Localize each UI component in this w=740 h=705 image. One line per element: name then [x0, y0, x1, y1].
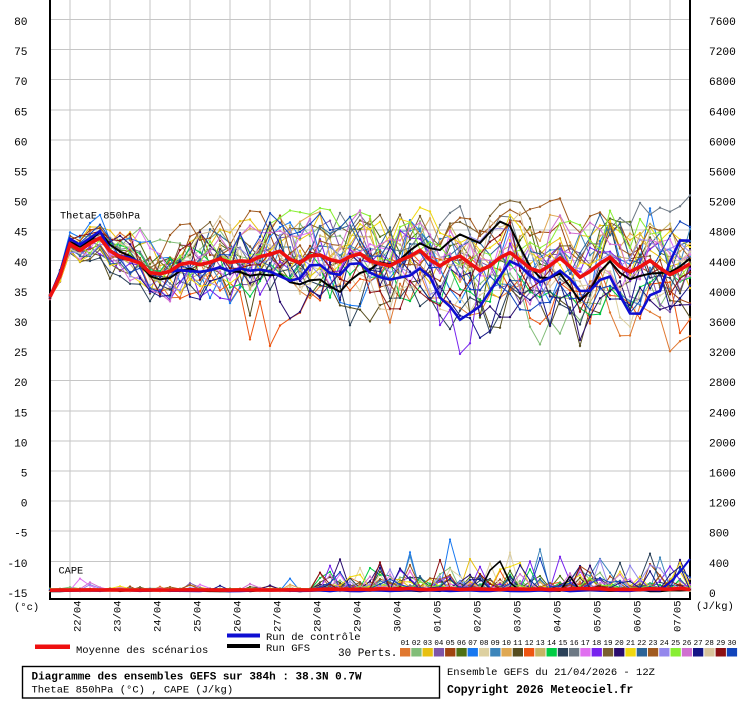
- svg-text:08: 08: [479, 640, 488, 648]
- svg-text:65: 65: [14, 107, 27, 119]
- svg-text:50: 50: [14, 198, 28, 210]
- svg-text:23/04: 23/04: [113, 600, 125, 632]
- svg-text:-5: -5: [14, 529, 27, 541]
- svg-text:28/04: 28/04: [313, 600, 325, 632]
- svg-text:07/05: 07/05: [673, 600, 685, 632]
- svg-text:4800: 4800: [709, 228, 736, 240]
- svg-text:1600: 1600: [709, 469, 736, 481]
- svg-text:25: 25: [14, 348, 27, 360]
- svg-text:400: 400: [709, 559, 729, 571]
- svg-text:75: 75: [14, 47, 27, 59]
- svg-text:02: 02: [412, 640, 421, 648]
- svg-text:25/04: 25/04: [193, 600, 205, 632]
- svg-text:Copyright 2026 Meteociel.fr: Copyright 2026 Meteociel.fr: [447, 684, 633, 697]
- svg-text:07: 07: [468, 640, 477, 648]
- svg-text:06/05: 06/05: [633, 600, 645, 632]
- svg-text:30 Perts.: 30 Perts.: [338, 648, 397, 660]
- svg-text:04: 04: [434, 640, 444, 648]
- svg-text:0: 0: [709, 589, 716, 601]
- svg-text:4000: 4000: [709, 288, 736, 300]
- svg-text:7600: 7600: [709, 17, 736, 29]
- svg-text:02/05: 02/05: [473, 600, 485, 632]
- svg-text:27/04: 27/04: [273, 600, 285, 632]
- svg-text:27: 27: [694, 640, 703, 648]
- svg-text:Moyenne des scénarios: Moyenne des scénarios: [76, 645, 208, 657]
- svg-text:25: 25: [671, 640, 681, 648]
- svg-text:1200: 1200: [709, 499, 736, 511]
- svg-text:17: 17: [581, 640, 590, 648]
- svg-text:5: 5: [21, 469, 28, 481]
- svg-text:45: 45: [14, 228, 27, 240]
- svg-text:6800: 6800: [709, 77, 736, 89]
- svg-text:800: 800: [709, 529, 729, 541]
- svg-text:28: 28: [705, 640, 714, 648]
- svg-text:13: 13: [536, 640, 546, 648]
- svg-text:10: 10: [502, 640, 512, 648]
- svg-text:05/05: 05/05: [593, 600, 605, 632]
- svg-text:4400: 4400: [709, 258, 736, 270]
- svg-text:0: 0: [21, 499, 28, 511]
- svg-text:-15: -15: [7, 589, 27, 601]
- svg-text:20: 20: [615, 640, 625, 648]
- svg-text:18: 18: [592, 640, 601, 648]
- svg-text:70: 70: [14, 77, 28, 89]
- svg-text:6400: 6400: [709, 107, 736, 119]
- svg-text:10: 10: [14, 438, 28, 450]
- svg-text:24/04: 24/04: [153, 600, 165, 632]
- svg-text:40: 40: [14, 258, 28, 270]
- svg-text:26: 26: [682, 640, 692, 648]
- svg-text:7200: 7200: [709, 47, 736, 59]
- svg-text:Run de contrôle: Run de contrôle: [266, 632, 361, 644]
- svg-text:3200: 3200: [709, 348, 736, 360]
- svg-text:26/04: 26/04: [233, 600, 245, 632]
- svg-text:CAPE: CAPE: [59, 566, 84, 578]
- svg-text:23: 23: [648, 640, 658, 648]
- svg-text:2400: 2400: [709, 408, 736, 420]
- svg-text:3600: 3600: [709, 318, 736, 330]
- svg-text:5600: 5600: [709, 168, 736, 180]
- svg-text:30/04: 30/04: [393, 600, 405, 632]
- svg-text:11: 11: [513, 640, 523, 648]
- svg-text:21: 21: [626, 640, 636, 648]
- svg-text:30: 30: [727, 640, 737, 648]
- svg-text:(J/kg): (J/kg): [696, 601, 734, 613]
- svg-text:20: 20: [14, 378, 28, 390]
- svg-text:06: 06: [457, 640, 467, 648]
- svg-text:80: 80: [14, 17, 28, 29]
- svg-text:22/04: 22/04: [73, 600, 85, 632]
- svg-text:01: 01: [401, 640, 411, 648]
- svg-text:01/05: 01/05: [433, 600, 445, 632]
- svg-text:2800: 2800: [709, 378, 736, 390]
- svg-text:29: 29: [716, 640, 725, 648]
- svg-text:ThetaE 850hPa (°C) , CAPE (J/k: ThetaE 850hPa (°C) , CAPE (J/kg): [32, 685, 234, 697]
- svg-text:2000: 2000: [709, 438, 736, 450]
- svg-text:(°c): (°c): [14, 602, 39, 614]
- svg-text:Run GFS: Run GFS: [266, 643, 310, 655]
- svg-text:09: 09: [491, 640, 500, 648]
- svg-text:Ensemble GEFS du 21/04/2026 -: Ensemble GEFS du 21/04/2026 - 12Z: [447, 667, 655, 679]
- svg-text:29/04: 29/04: [353, 600, 365, 632]
- svg-text:05: 05: [446, 640, 456, 648]
- svg-text:15: 15: [14, 408, 27, 420]
- svg-text:22: 22: [637, 640, 646, 648]
- svg-text:19: 19: [603, 640, 612, 648]
- svg-text:15: 15: [558, 640, 568, 648]
- svg-text:5200: 5200: [709, 198, 736, 210]
- svg-text:30: 30: [14, 318, 28, 330]
- svg-text:03: 03: [423, 640, 433, 648]
- svg-text:04/05: 04/05: [553, 600, 565, 632]
- svg-text:Diagramme des ensembles GEFS s: Diagramme des ensembles GEFS sur 384h : …: [32, 672, 362, 684]
- svg-text:24: 24: [660, 640, 670, 648]
- svg-text:14: 14: [547, 640, 557, 648]
- svg-text:55: 55: [14, 168, 27, 180]
- svg-text:-10: -10: [7, 559, 27, 571]
- svg-text:12: 12: [525, 640, 534, 648]
- svg-text:60: 60: [14, 137, 28, 149]
- svg-text:03/05: 03/05: [513, 600, 525, 632]
- svg-text:16: 16: [570, 640, 580, 648]
- svg-text:6000: 6000: [709, 137, 736, 149]
- svg-text:35: 35: [14, 288, 27, 300]
